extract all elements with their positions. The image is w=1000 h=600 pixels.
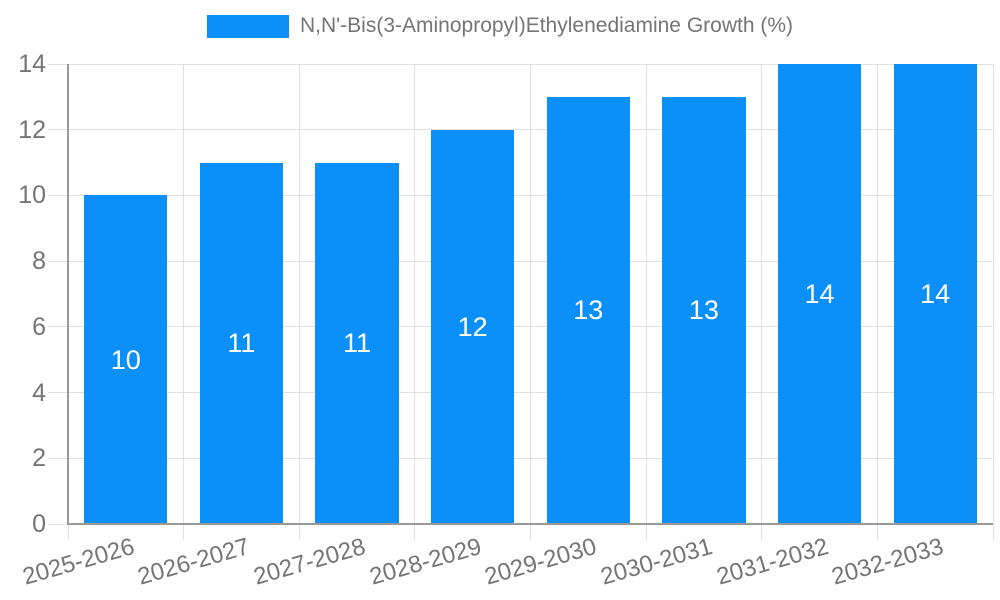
x-axis-tick [183,524,185,540]
y-axis-tick [48,63,68,65]
bar-value-label: 14 [804,279,835,309]
x-gridline [298,64,300,524]
y-axis-tick [48,129,68,131]
y-tick-label: 4 [32,378,46,407]
bar [199,162,284,524]
x-gridline [992,64,994,524]
y-axis-line [67,64,69,525]
legend-series-label: N,N'-Bis(3-Aminopropyl)Ethylenediamine G… [300,14,793,37]
x-tick-label: 2029-2030 [481,533,600,591]
x-tick-label: 2025-2026 [19,533,138,591]
x-gridline [761,64,763,524]
x-gridline [876,64,878,524]
y-axis-tick [48,194,68,196]
y-tick-label: 0 [32,510,46,538]
x-tick-label: 2028-2029 [366,533,485,591]
x-axis-tick [992,524,994,540]
bar [431,129,515,524]
x-tick-label: 2031-2032 [713,533,832,591]
bar [893,64,977,524]
bar [84,195,168,524]
bar-value-label: 10 [110,344,141,375]
bar [546,96,630,524]
x-axis-tick [67,524,69,540]
x-tick-label: 2026-2027 [135,533,253,591]
y-tick-label: 2 [32,444,46,473]
bar-value-label: 11 [227,328,256,359]
legend-swatch [207,14,289,38]
bar-value-label: 11 [343,328,372,359]
x-tick-label: 2032-2033 [828,533,947,591]
bar [662,96,746,524]
x-axis-tick [414,524,416,540]
x-tick-label: 2030-2031 [597,533,716,591]
y-tick-label: 10 [18,181,46,210]
y-tick-label: 12 [18,115,46,144]
y-axis-tick [48,457,68,459]
x-axis-tick [530,524,531,540]
x-axis-tick [298,524,300,540]
x-axis-tick [761,524,763,540]
x-gridline [183,64,185,524]
bar [315,162,399,524]
y-tick-label: 6 [32,312,46,341]
x-gridline [645,64,647,524]
bar-value-label: 14 [920,279,951,309]
x-axis-tick [645,524,647,540]
legend-item[interactable]: N,N'-Bis(3-Aminopropyl)Ethylenediamine G… [0,14,1000,38]
x-gridline [414,64,416,524]
y-tick-label: 8 [32,247,46,276]
x-gridline [530,64,531,524]
y-tick-label: 14 [18,50,46,78]
bar-value-label: 12 [457,311,488,342]
x-tick-label: 2027-2028 [250,533,369,591]
bar-value-label: 13 [688,295,719,326]
y-axis-tick [48,523,68,525]
x-axis-tick [876,524,878,540]
bar [777,64,862,524]
y-axis-tick [48,260,68,262]
y-axis-tick [48,392,68,394]
y-axis-tick [48,326,68,328]
x-axis-line [68,523,993,525]
bar-value-label: 13 [573,295,604,326]
